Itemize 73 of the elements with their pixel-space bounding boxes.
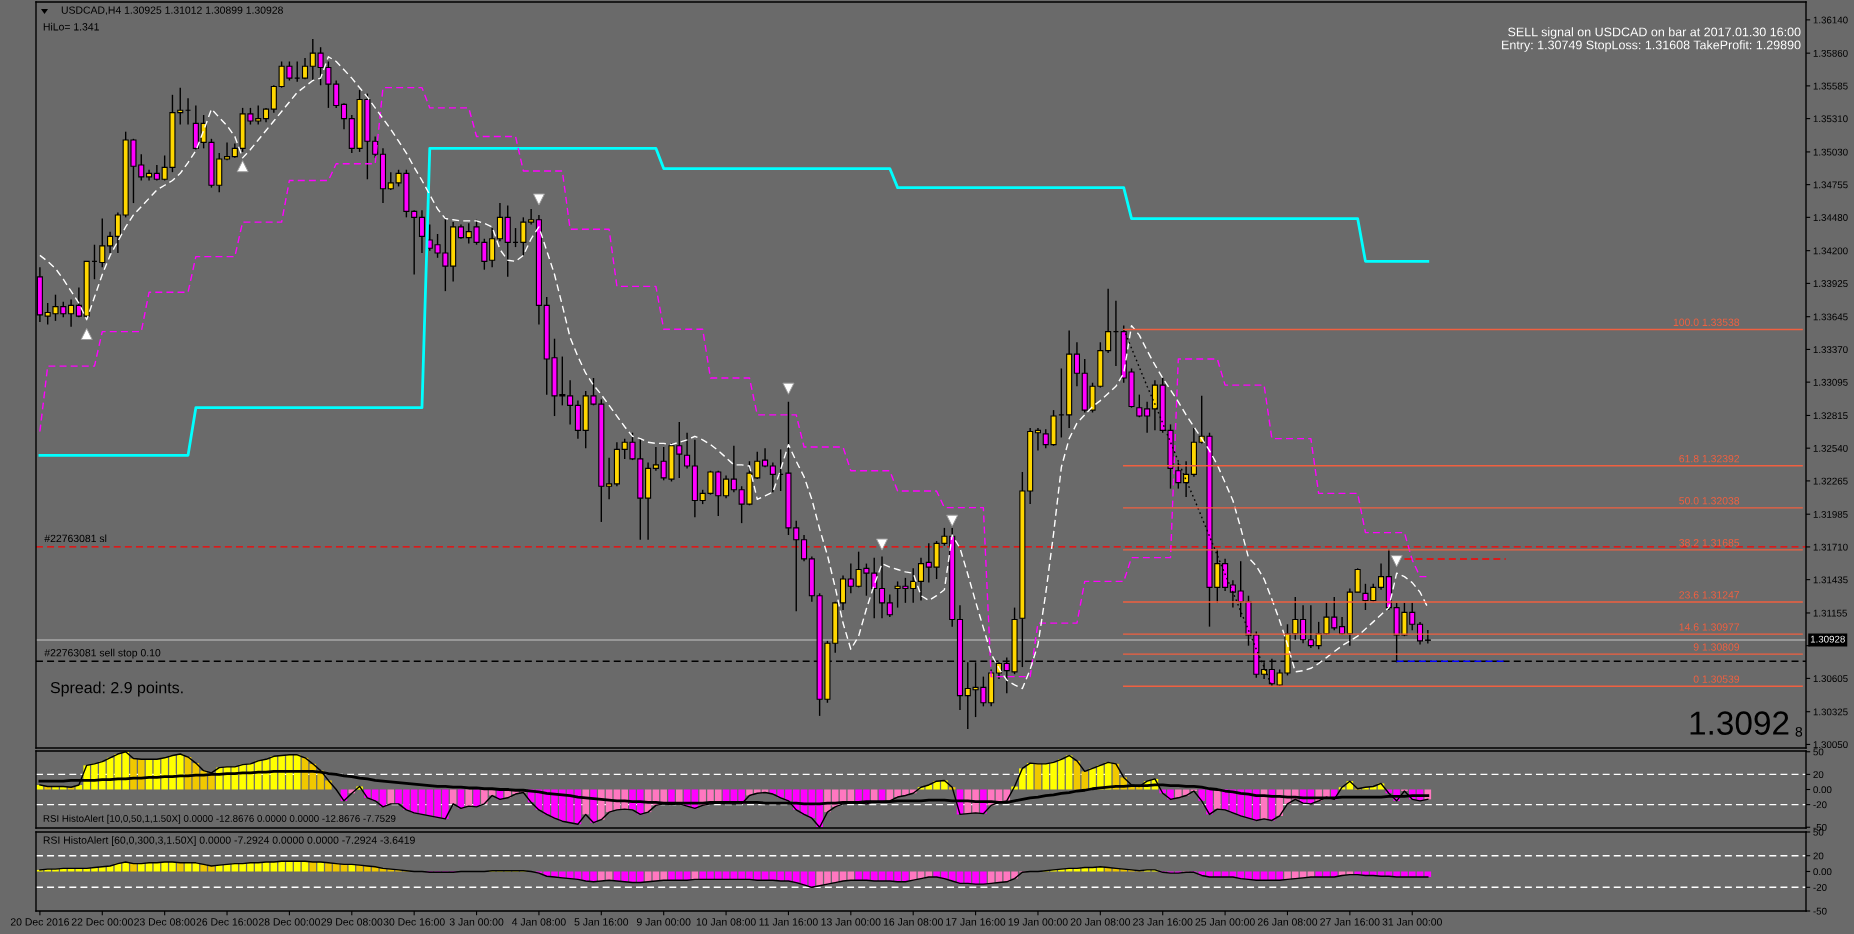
- annotation: Entry: 1.30749 StopLoss: 1.31608 TakeProfit: 1.29890: [1502, 40, 1801, 52]
- y-tick-label: -50: [1813, 907, 1827, 915]
- series-label: 9 1.30809: [1693, 643, 1740, 651]
- y-tick-label: 50: [1813, 748, 1824, 756]
- x-tick-label: 29 Dec 08:00: [321, 918, 383, 926]
- ref-line-label: #22763081 sell stop 0.10: [44, 648, 161, 659]
- x-tick-label: 20 Jan 08:00: [1070, 918, 1131, 926]
- x-tick-label: 19 Jan 00:00: [1008, 918, 1068, 926]
- y-tick-label: 1.31710: [1813, 543, 1848, 551]
- series-label: 61.8 1.32392: [1679, 454, 1740, 463]
- y-tick-label: 1.34480: [1813, 214, 1848, 221]
- y-tick-label: 1.36140: [1813, 16, 1848, 24]
- x-tick-label: 23 Jan 16:00: [1133, 918, 1193, 926]
- y-tick-label: -20: [1813, 801, 1827, 809]
- series-label: 38.2 1.31685: [1679, 539, 1740, 547]
- x-tick-label: 20 Dec 2016: [10, 918, 69, 926]
- x-tick-label: 16 Jan 08:00: [883, 918, 943, 926]
- chart-title: USDCAD,H4 1.30925 1.31012 1.30899 1.30928: [61, 6, 283, 16]
- y-tick-label: 1.30605: [1813, 675, 1848, 683]
- x-tick-label: 17 Jan 16:00: [946, 918, 1006, 926]
- annotation: 8: [1795, 726, 1803, 737]
- x-tick-label: 30 Dec 16:00: [383, 918, 445, 926]
- text: RSI HistoAlert [10,0,50,1,1.50X] 0.0000 -12.8676 0.0000 0.0000 -12.8676 -7.7529: [43, 814, 396, 824]
- y-tick-label: 1.35585: [1813, 82, 1848, 90]
- y-tick-label: 1.34755: [1813, 181, 1848, 189]
- x-tick-label: 31 Jan 00:00: [1382, 918, 1442, 926]
- text: HiLo= 1.341: [43, 22, 99, 31]
- annotation: SELL signal on USDCAD on bar at 2017.01.30 16:00: [1508, 27, 1801, 39]
- series-label: 14.6 1.30977: [1679, 623, 1740, 631]
- y-tick-label: 1.32540: [1813, 444, 1848, 452]
- y-tick-label: 0.00: [1813, 868, 1832, 876]
- x-tick-label: 4 Jan 08:00: [511, 918, 566, 926]
- x-tick-label: 26 Dec 16:00: [196, 918, 258, 926]
- y-tick-label: 1.30325: [1813, 708, 1848, 716]
- y-tick-label: 1.35030: [1813, 148, 1848, 156]
- y-tick-label: 1.35310: [1813, 115, 1848, 123]
- series-label: 0 1.30539: [1693, 675, 1740, 683]
- y-tick-label: 1.33925: [1813, 280, 1848, 287]
- annotation: Spread: 2.9 points.: [50, 681, 183, 697]
- y-tick-label: 1.31155: [1813, 609, 1847, 617]
- x-tick-label: 10 Jan 08:00: [696, 918, 756, 926]
- y-tick-label: 1.33370: [1813, 346, 1848, 354]
- x-tick-label: 23 Dec 08:00: [134, 918, 196, 926]
- y-tick-label: 1.33095: [1813, 378, 1848, 386]
- y-tick-label: 1.35860: [1813, 49, 1848, 57]
- x-tick-label: 25 Jan 00:00: [1195, 918, 1255, 926]
- x-tick-label: 11 Jan 16:00: [759, 918, 818, 926]
- y-tick-label: 1.34200: [1813, 247, 1848, 255]
- y-tick-label: 1.32815: [1813, 412, 1848, 420]
- annotation: 1.3092: [1690, 711, 1789, 735]
- series-label: 100.0 1.33538: [1673, 318, 1740, 326]
- x-tick-label: 26 Jan 08:00: [1257, 918, 1318, 926]
- y-tick-label: -20: [1813, 884, 1827, 891]
- ref-line-label: 1.30928: [1810, 635, 1845, 643]
- y-tick-label: 1.32265: [1813, 477, 1848, 485]
- series-label: 23.6 1.31247: [1679, 591, 1740, 599]
- chart-title: RSI HistoAlert [60,0,300,3,1.50X] 0.0000 -7.2924 0.0000 0.0000 -7.2924 -3.6419: [43, 836, 415, 846]
- y-tick-label: 20: [1813, 771, 1824, 779]
- y-tick-label: 1.31985: [1813, 510, 1848, 518]
- y-tick-label: 0.00: [1813, 786, 1832, 794]
- x-tick-label: 22 Dec 00:00: [71, 918, 133, 926]
- y-tick-label: 1.33645: [1813, 313, 1848, 321]
- ref-line-label: #22763081 sl: [44, 534, 107, 543]
- y-tick-label: 1.30050: [1813, 741, 1848, 749]
- x-tick-label: 9 Jan 00:00: [636, 918, 691, 926]
- x-tick-label: 3 Jan 00:00: [449, 918, 504, 926]
- x-tick-label: 28 Dec 00:00: [258, 918, 320, 926]
- x-tick-label: 27 Jan 16:00: [1320, 918, 1380, 926]
- y-tick-label: 1.31435: [1813, 576, 1848, 584]
- x-tick-label: 13 Jan 00:00: [821, 918, 881, 926]
- x-tick-label: 5 Jan 16:00: [574, 918, 629, 926]
- y-tick-label: 20: [1813, 852, 1824, 860]
- series-label: 50.0 1.32038: [1679, 497, 1740, 505]
